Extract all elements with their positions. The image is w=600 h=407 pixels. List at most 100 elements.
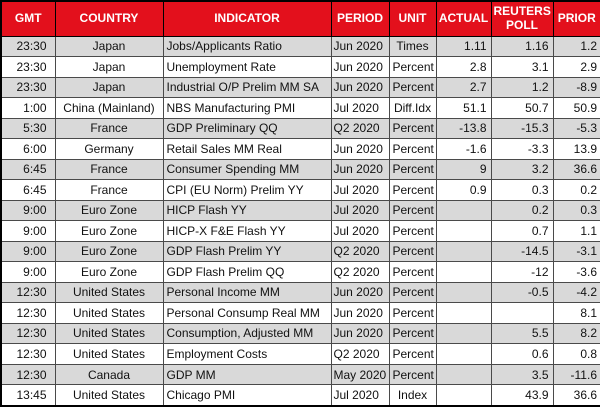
- cell-unit: Percent: [388, 343, 437, 365]
- cell-reuters_poll: 43.9: [490, 384, 554, 407]
- cell-gmt: 6:00: [0, 138, 56, 160]
- cell-indicator: Consumption, Adjusted MM: [162, 322, 332, 345]
- table-row: 6:00 Germany Retail Sales MM Real Jun 2020 P…: [0, 138, 600, 160]
- cell-prior: -4.2: [552, 281, 600, 304]
- cell-reuters_poll: 50.7: [490, 97, 554, 119]
- cell-unit: Times: [388, 35, 437, 58]
- cell-gmt: 9:00: [0, 220, 56, 242]
- cell-actual: [435, 220, 492, 242]
- table-row: 13:45 United States Chicago PMI Jul 2020 Ind…: [0, 384, 600, 407]
- cell-period: Q2 2020: [330, 240, 390, 263]
- cell-unit: Index: [388, 384, 437, 407]
- cell-indicator: Personal Consump Real MM: [162, 302, 332, 324]
- cell-unit: Percent: [388, 220, 437, 242]
- cell-reuters_poll: 1.2: [490, 76, 554, 99]
- cell-indicator: Employment Costs: [162, 343, 332, 365]
- table-row: 9:00 Euro Zone HICP-X F&E Flash YY Jul 2020…: [0, 220, 600, 242]
- cell-actual: [435, 302, 492, 324]
- table-row: 12:30 United States Personal Income MM Jun …: [0, 281, 600, 304]
- cell-unit: Percent: [388, 281, 437, 304]
- cell-country: Euro Zone: [54, 261, 164, 283]
- cell-gmt: 6:45: [0, 158, 56, 181]
- table-row: 12:30 United States Personal Consump Real …: [0, 302, 600, 324]
- table-row: 5:30 France GDP Preliminary QQ Q2 2020 Perce…: [0, 117, 600, 140]
- cell-actual: 1.11: [435, 35, 492, 58]
- cell-prior: 8.1: [552, 302, 600, 324]
- cell-period: Jun 2020: [330, 56, 390, 78]
- cell-prior: 2.9: [552, 56, 600, 78]
- cell-indicator: NBS Manufacturing PMI: [162, 97, 332, 119]
- table-row: 12:30 United States Consumption, Adjusted …: [0, 322, 600, 345]
- cell-reuters_poll: 3.5: [490, 363, 554, 386]
- cell-prior: 36.6: [552, 158, 600, 181]
- cell-prior: 13.9: [552, 138, 600, 160]
- cell-reuters_poll: 3.1: [490, 56, 554, 78]
- cell-country: Japan: [54, 76, 164, 99]
- cell-prior: -3.6: [552, 261, 600, 283]
- cell-indicator: GDP Flash Prelim QQ: [162, 261, 332, 283]
- cell-gmt: 5:30: [0, 117, 56, 140]
- cell-gmt: 23:30: [0, 56, 56, 78]
- cell-actual: [435, 384, 492, 407]
- table-row: 23:30 Japan Industrial O/P Prelim MM SA Jun…: [0, 76, 600, 99]
- cell-indicator: Consumer Spending MM: [162, 158, 332, 181]
- cell-reuters_poll: -14.5: [490, 240, 554, 263]
- cell-reuters_poll: 3.2: [490, 158, 554, 181]
- cell-actual: 9: [435, 158, 492, 181]
- cell-gmt: 23:30: [0, 35, 56, 58]
- cell-actual: -1.6: [435, 138, 492, 160]
- cell-period: May 2020: [330, 363, 390, 386]
- cell-actual: 2.8: [435, 56, 492, 78]
- cell-indicator: Industrial O/P Prelim MM SA: [162, 76, 332, 99]
- cell-prior: 50.9: [552, 97, 600, 119]
- cell-gmt: 12:30: [0, 363, 56, 386]
- column-header-country: COUNTRY: [54, 0, 164, 37]
- cell-country: France: [54, 158, 164, 181]
- cell-actual: -13.8: [435, 117, 492, 140]
- cell-indicator: Retail Sales MM Real: [162, 138, 332, 160]
- cell-indicator: GDP MM: [162, 363, 332, 386]
- cell-unit: Percent: [388, 261, 437, 283]
- cell-country: United States: [54, 322, 164, 345]
- cell-prior: 0.2: [552, 179, 600, 201]
- cell-reuters_poll: -15.3: [490, 117, 554, 140]
- table-row: 9:00 Euro Zone GDP Flash Prelim QQ Q2 2020 P…: [0, 261, 600, 283]
- table-row: 6:45 France Consumer Spending MM Jun 2020 Pe…: [0, 158, 600, 181]
- cell-gmt: 9:00: [0, 261, 56, 283]
- cell-period: Jul 2020: [330, 97, 390, 119]
- cell-actual: 0.9: [435, 179, 492, 201]
- cell-prior: 0.3: [552, 199, 600, 222]
- cell-country: United States: [54, 384, 164, 407]
- cell-gmt: 12:30: [0, 322, 56, 345]
- cell-gmt: 12:30: [0, 302, 56, 324]
- cell-period: Jul 2020: [330, 179, 390, 201]
- cell-indicator: CPI (EU Norm) Prelim YY: [162, 179, 332, 201]
- cell-actual: [435, 261, 492, 283]
- cell-gmt: 12:30: [0, 343, 56, 365]
- cell-country: Euro Zone: [54, 199, 164, 222]
- cell-period: Jun 2020: [330, 281, 390, 304]
- cell-unit: Percent: [388, 76, 437, 99]
- cell-country: France: [54, 179, 164, 201]
- cell-indicator: HICP Flash YY: [162, 199, 332, 222]
- cell-country: Germany: [54, 138, 164, 160]
- cell-indicator: GDP Preliminary QQ: [162, 117, 332, 140]
- cell-prior: -3.1: [552, 240, 600, 263]
- cell-gmt: 12:30: [0, 281, 56, 304]
- cell-gmt: 13:45: [0, 384, 56, 407]
- cell-period: Jun 2020: [330, 302, 390, 324]
- cell-actual: [435, 281, 492, 304]
- cell-period: Jul 2020: [330, 220, 390, 242]
- cell-reuters_poll: [490, 302, 554, 324]
- cell-indicator: Personal Income MM: [162, 281, 332, 304]
- cell-reuters_poll: -0.5: [490, 281, 554, 304]
- cell-gmt: 1:00: [0, 97, 56, 119]
- table-row: 23:30 Japan Jobs/Applicants Ratio Jun 2020 T…: [0, 35, 600, 58]
- cell-unit: Percent: [388, 363, 437, 386]
- cell-prior: -8.9: [552, 76, 600, 99]
- cell-prior: -11.6: [552, 363, 600, 386]
- cell-unit: Percent: [388, 302, 437, 324]
- cell-unit: Percent: [388, 117, 437, 140]
- cell-gmt: 9:00: [0, 199, 56, 222]
